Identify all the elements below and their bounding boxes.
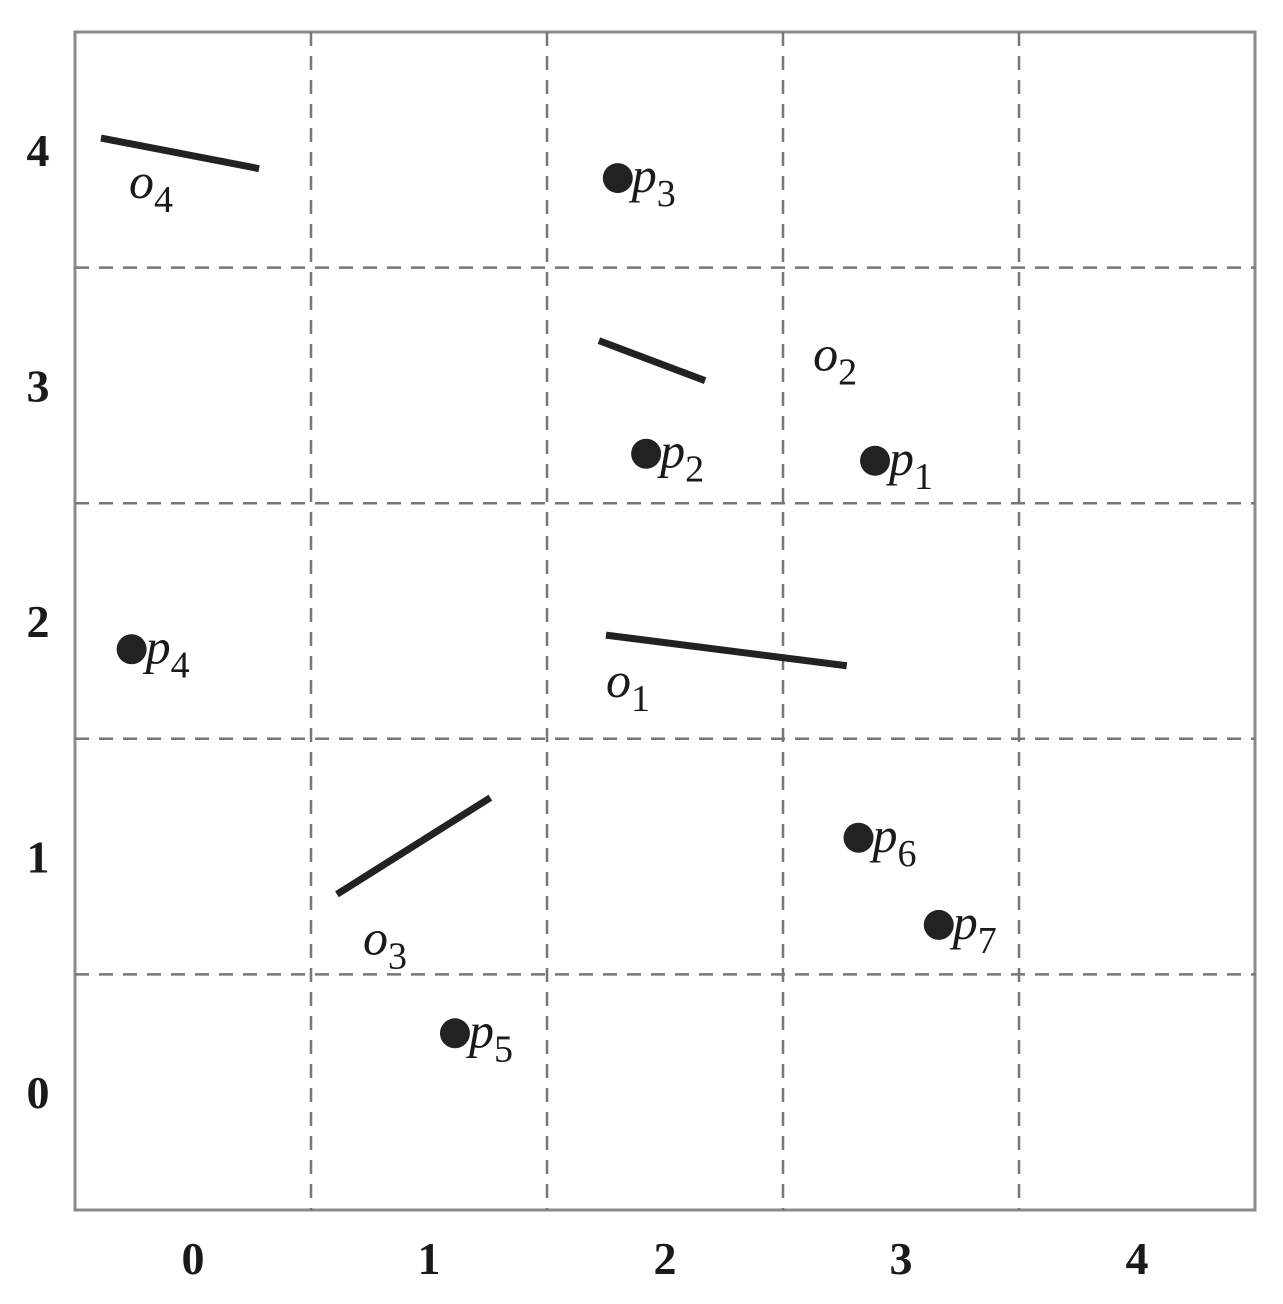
obstacle-segment — [100, 134, 260, 173]
point — [631, 438, 662, 469]
point-label: p3 — [629, 147, 676, 215]
point — [439, 1018, 470, 1049]
y-tick-label: 2 — [27, 596, 50, 647]
segment-label: o3 — [363, 909, 407, 977]
point — [860, 445, 891, 476]
obstacle-segment — [597, 337, 707, 384]
segment-label: o2 — [813, 326, 857, 394]
point-label: p5 — [466, 1002, 513, 1070]
point-label: p4 — [143, 618, 190, 686]
x-tick-label: 0 — [182, 1233, 205, 1284]
y-tick-label: 4 — [27, 125, 50, 176]
point — [923, 909, 954, 940]
x-tick-label: 3 — [890, 1233, 913, 1284]
x-tick-label: 4 — [1126, 1233, 1149, 1284]
point — [602, 163, 633, 194]
obstacle-segment — [335, 794, 493, 898]
plot-frame — [73, 30, 1257, 1212]
segment-label: o4 — [129, 153, 173, 221]
x-tick-label: 1 — [418, 1233, 441, 1284]
point-label: p7 — [950, 894, 997, 962]
y-tick-label: 1 — [27, 832, 50, 883]
point — [116, 634, 147, 665]
y-tick-label: 3 — [27, 360, 50, 411]
x-tick-label: 2 — [654, 1233, 677, 1284]
segment-label: o1 — [606, 652, 650, 720]
y-tick-label: 0 — [27, 1067, 50, 1118]
obstacle-segment — [605, 631, 848, 670]
point-label: p6 — [870, 807, 917, 875]
point-label: p2 — [657, 423, 704, 491]
point — [843, 822, 874, 853]
point-label: p1 — [886, 430, 933, 498]
